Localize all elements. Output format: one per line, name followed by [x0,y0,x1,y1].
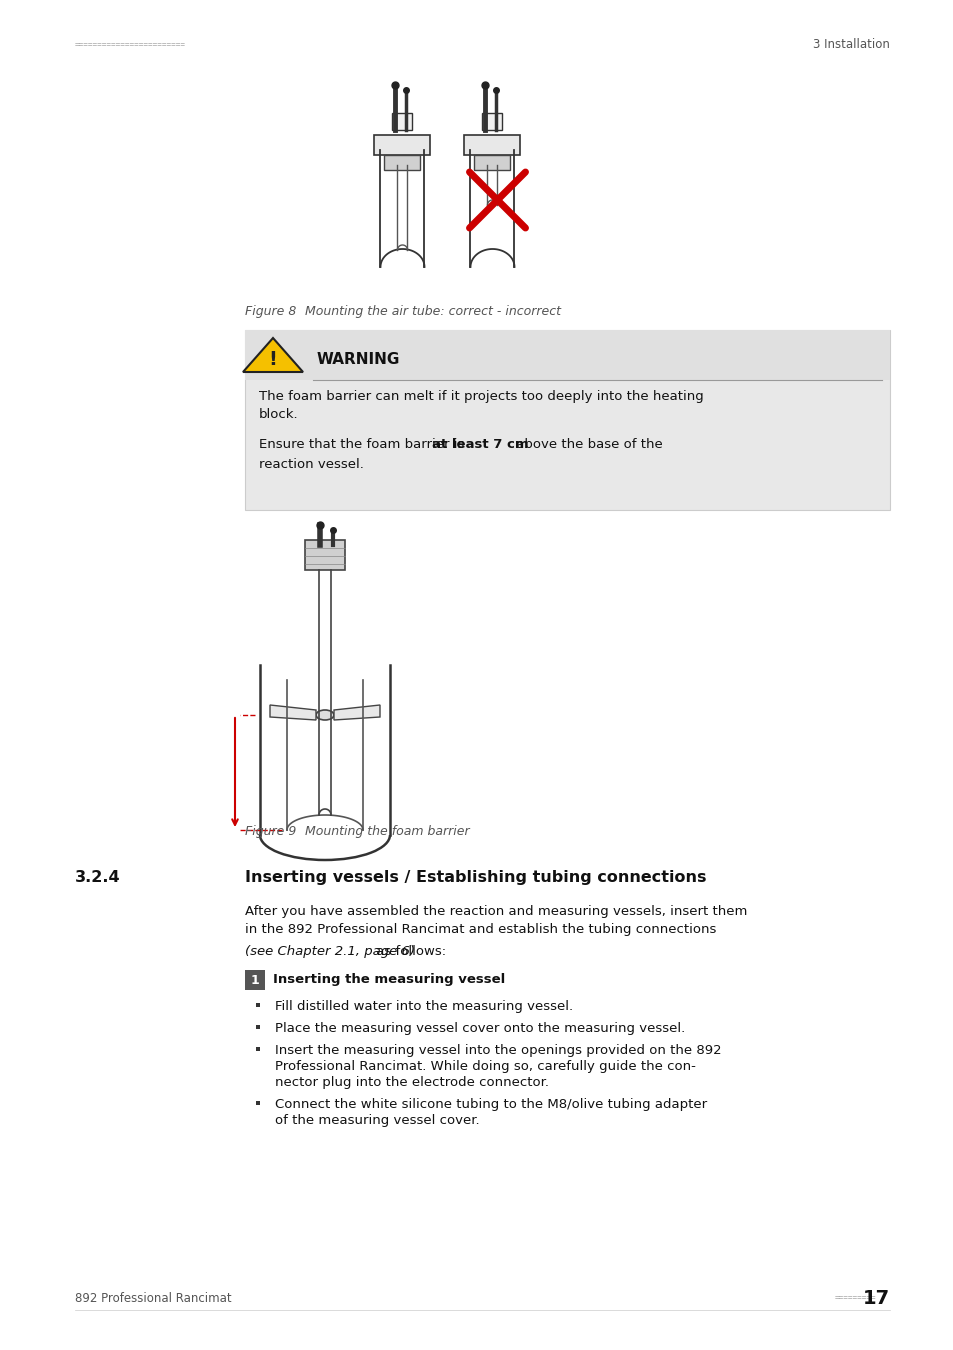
Text: Place the measuring vessel cover onto the measuring vessel.: Place the measuring vessel cover onto th… [274,1022,684,1035]
Bar [464,135,520,155]
Bar [305,540,345,570]
Bar [245,329,889,510]
Text: 892 Professional Rancimat: 892 Professional Rancimat [75,1292,232,1304]
FancyArrowPatch shape [336,710,376,716]
Text: !: ! [269,350,277,369]
Ellipse shape [260,810,390,860]
Polygon shape [334,705,379,720]
Text: Connect the white silicone tubing to the M8/olive tubing adapter: Connect the white silicone tubing to the… [274,1098,706,1111]
Text: Mounting the air tube: correct - incorrect: Mounting the air tube: correct - incorre… [305,305,560,319]
Polygon shape [270,705,315,720]
Text: After you have assembled the reaction and measuring vessels, insert them
in the : After you have assembled the reaction an… [245,904,746,937]
FancyArrowPatch shape [273,710,313,716]
Text: 17: 17 [862,1288,889,1308]
Text: The foam barrier can melt if it projects too deeply into the heating
block.: The foam barrier can melt if it projects… [258,390,703,421]
Text: Professional Rancimat. While doing so, carefully guide the con-: Professional Rancimat. While doing so, c… [274,1060,695,1073]
Text: at least 7 cm: at least 7 cm [432,437,529,451]
Bar [245,971,265,990]
Text: Inserting vessels / Establishing tubing connections: Inserting vessels / Establishing tubing … [245,869,706,886]
Bar [384,155,420,170]
Bar [245,329,889,379]
Text: as follows:: as follows: [372,945,446,958]
Text: reaction vessel.: reaction vessel. [258,458,363,471]
Text: of the measuring vessel cover.: of the measuring vessel cover. [274,1114,479,1127]
Text: ========================: ======================== [75,40,186,50]
Text: =========: ========= [834,1293,876,1303]
Bar [474,155,510,170]
Text: Mounting the foam barrier: Mounting the foam barrier [305,825,469,838]
Text: 3 Installation: 3 Installation [812,39,889,51]
Text: above the base of the: above the base of the [511,437,661,451]
Ellipse shape [315,710,334,720]
Bar [392,113,412,130]
Bar [482,113,502,130]
Text: Fill distilled water into the measuring vessel.: Fill distilled water into the measuring … [274,1000,573,1012]
Text: nector plug into the electrode connector.: nector plug into the electrode connector… [274,1076,548,1089]
Text: Insert the measuring vessel into the openings provided on the 892: Insert the measuring vessel into the ope… [274,1044,720,1057]
Text: Ensure that the foam barrier is: Ensure that the foam barrier is [258,437,468,451]
Text: WARNING: WARNING [316,352,400,367]
Text: Figure 8: Figure 8 [245,305,296,319]
Polygon shape [243,338,303,373]
Text: Figure 9: Figure 9 [245,825,296,838]
Text: 3.2.4: 3.2.4 [75,869,120,886]
Bar [375,135,430,155]
Text: (see Chapter 2.1, page 6): (see Chapter 2.1, page 6) [245,945,415,958]
Text: 1: 1 [251,973,259,987]
Text: Inserting the measuring vessel: Inserting the measuring vessel [273,973,505,987]
Bar [256,805,393,836]
